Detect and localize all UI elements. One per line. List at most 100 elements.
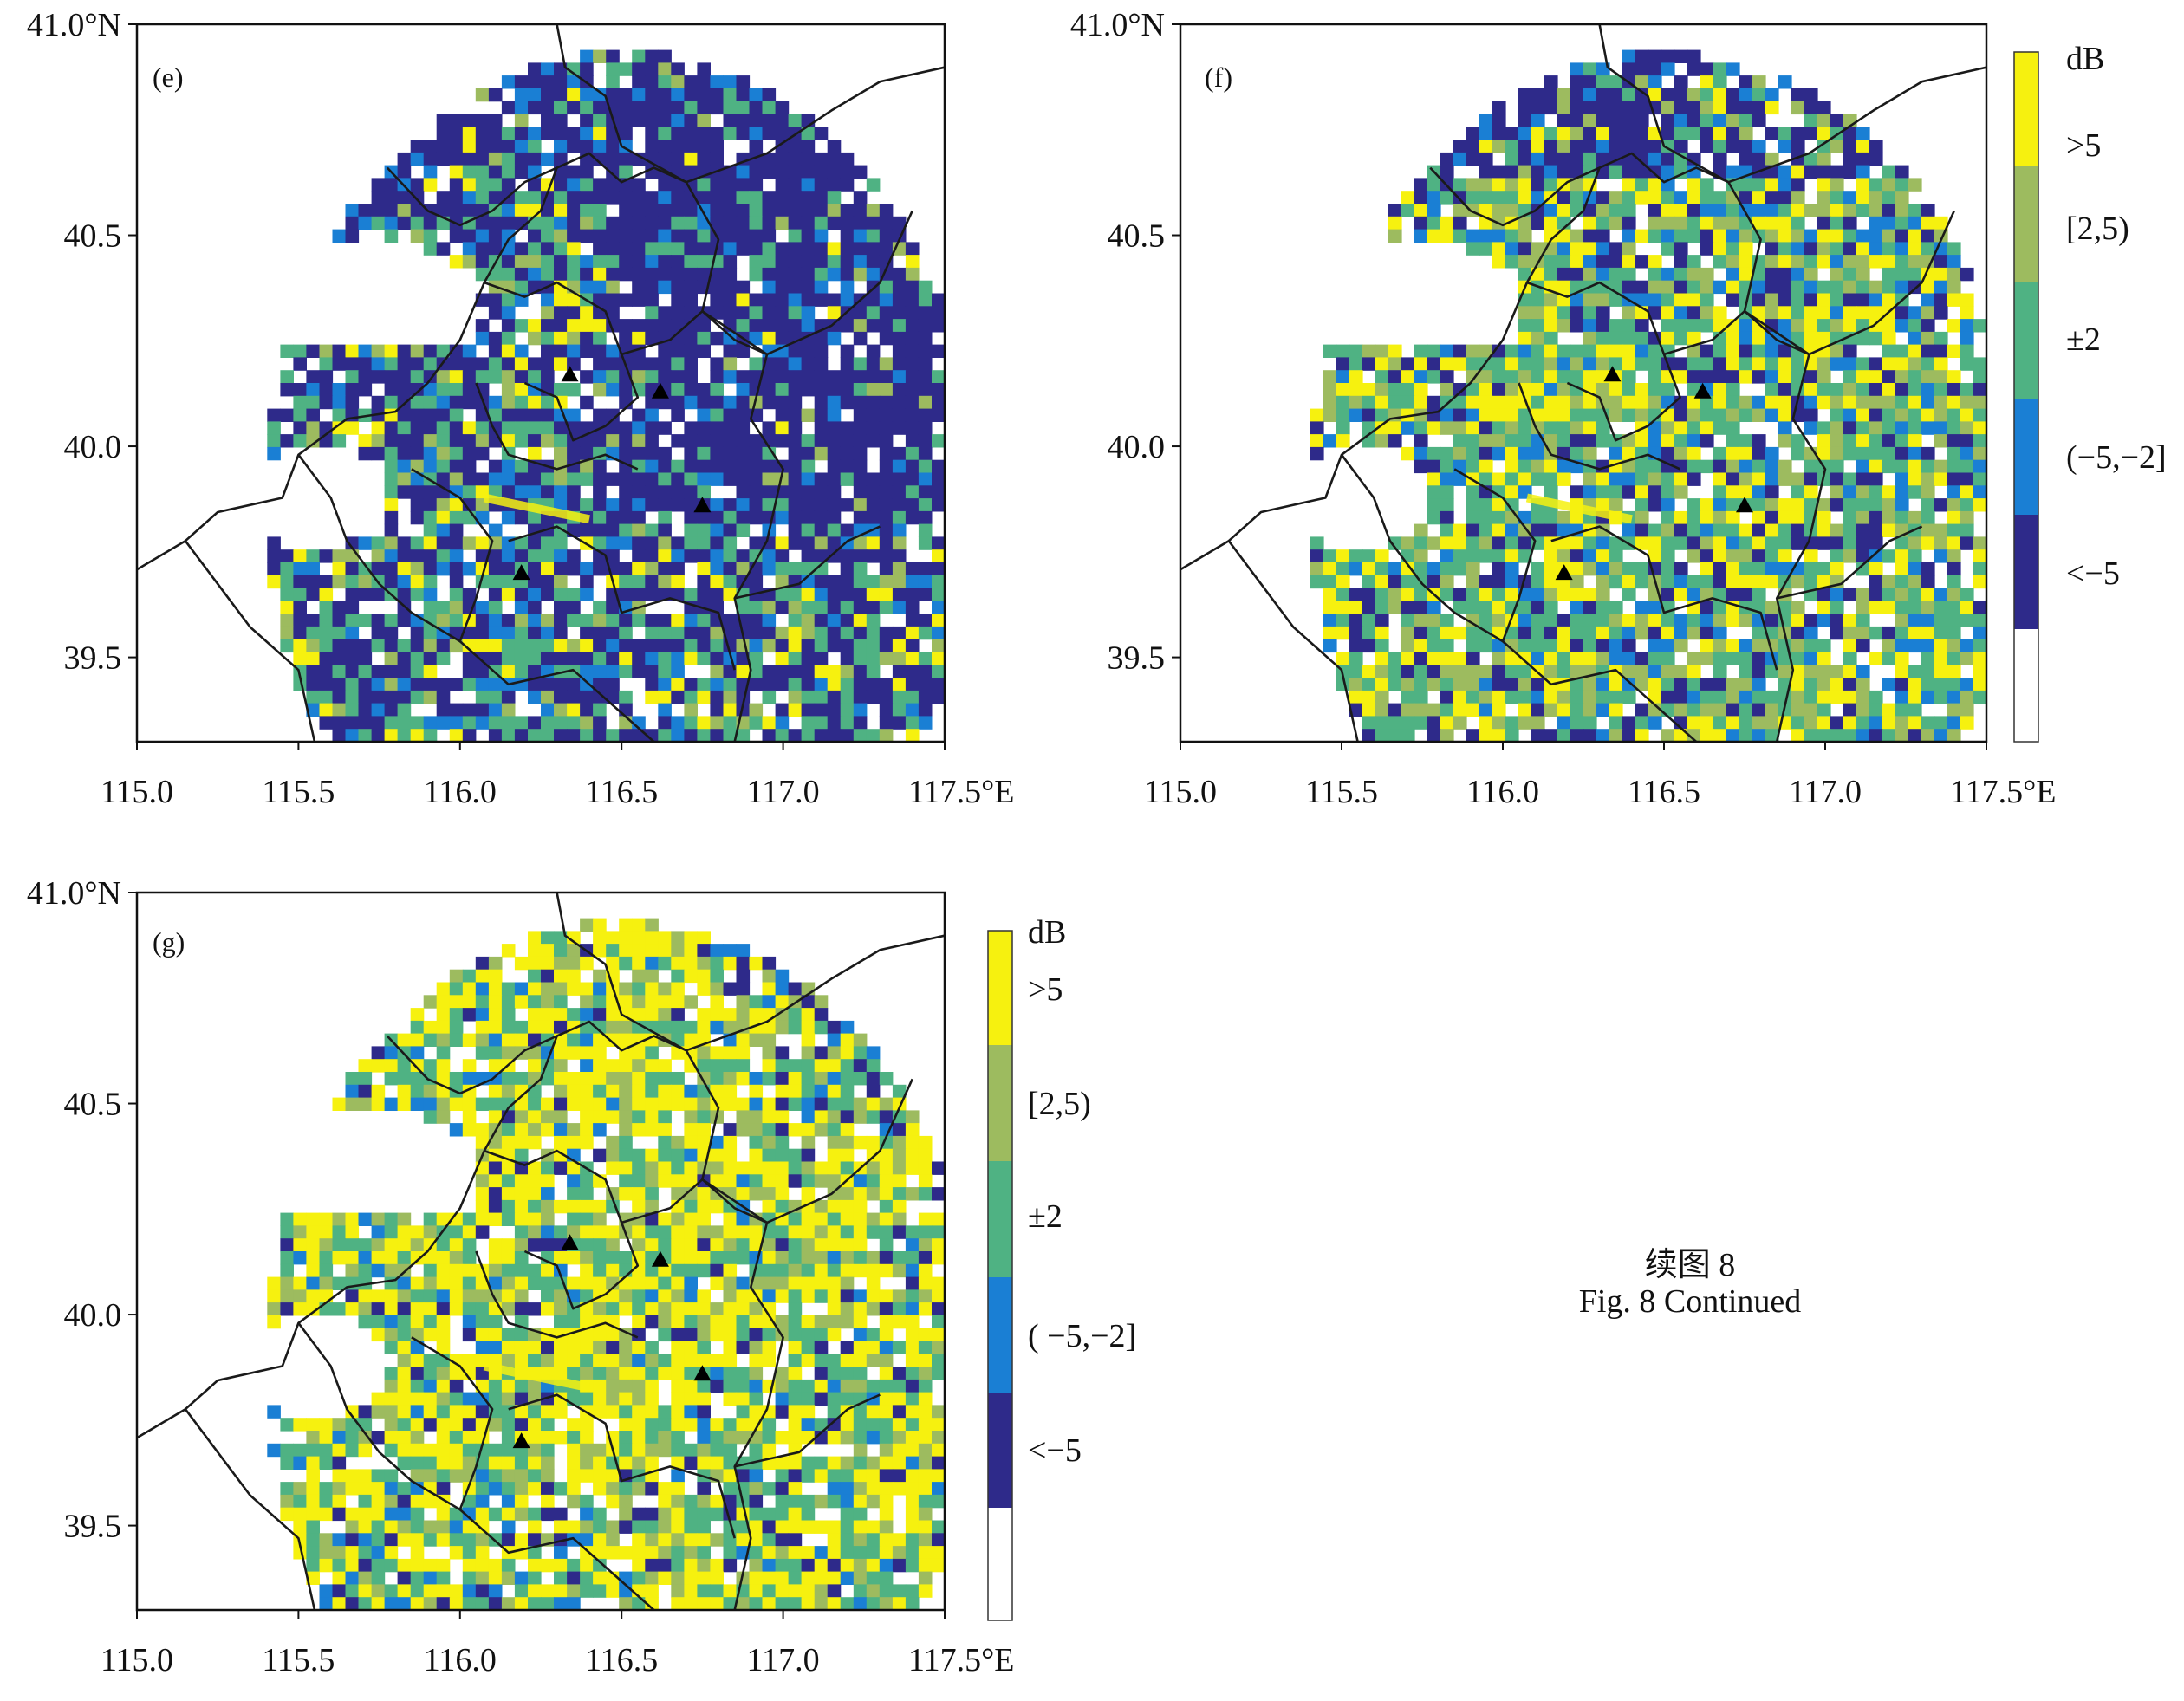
echo-cell	[749, 956, 764, 971]
echo-cell	[814, 1123, 829, 1137]
echo-cell	[1466, 665, 1480, 678]
echo-cell	[840, 280, 855, 295]
echo-cell	[1544, 434, 1558, 448]
echo-cell	[1843, 319, 1857, 333]
echo-cell	[684, 485, 698, 499]
echo-cell	[1336, 601, 1350, 614]
echo-cell	[671, 370, 685, 384]
echo-cell	[905, 357, 920, 371]
echo-cell	[1869, 319, 1883, 333]
echo-cell	[619, 626, 633, 640]
echo-cell	[1570, 344, 1584, 358]
echo-cell	[1674, 562, 1688, 576]
echo-cell	[410, 729, 425, 743]
echo-cell	[371, 1084, 386, 1099]
echo-cell	[1518, 306, 1532, 320]
echo-cell	[1895, 216, 1909, 230]
echo-cell	[371, 370, 386, 384]
echo-cell	[488, 395, 503, 410]
echo-cell	[1674, 459, 1688, 474]
echo-cell	[475, 982, 490, 996]
echo-cell	[1765, 331, 1779, 346]
echo-cell	[488, 229, 503, 243]
echo-cell	[1778, 165, 1792, 179]
echo-cell	[371, 614, 386, 627]
echo-cell	[1622, 62, 1636, 76]
echo-cell	[619, 88, 633, 102]
echo-cell	[932, 690, 946, 704]
echo-cell	[1479, 639, 1493, 653]
echo-cell	[501, 459, 516, 474]
echo-cell	[1648, 62, 1662, 76]
echo-cell	[723, 344, 738, 358]
echo-cell	[932, 485, 946, 499]
echo-cell	[514, 383, 529, 397]
echo-cell	[775, 1020, 790, 1035]
echo-cell	[1648, 204, 1662, 217]
echo-cell	[1401, 614, 1415, 627]
echo-cell	[710, 267, 724, 282]
echo-cell	[749, 255, 764, 269]
echo-cell	[814, 1251, 829, 1265]
echo-cell	[1544, 588, 1558, 601]
echo-cell	[749, 459, 764, 474]
echo-cell	[1362, 729, 1376, 743]
echo-cell	[892, 357, 907, 371]
echo-cell	[736, 242, 751, 256]
echo-cell	[814, 1020, 829, 1035]
echo-cell	[762, 601, 777, 614]
echo-cell	[514, 395, 529, 410]
echo-cell	[879, 639, 894, 653]
echo-cell	[528, 1238, 542, 1252]
echo-cell	[671, 62, 685, 76]
echo-cell	[1635, 536, 1649, 550]
echo-cell	[671, 614, 685, 627]
echo-cell	[475, 956, 490, 971]
echo-cell	[1427, 485, 1441, 499]
echo-cell	[658, 1174, 672, 1188]
echo-cell	[1856, 421, 1870, 435]
echo-cell	[892, 562, 907, 576]
echo-cell	[658, 1097, 672, 1111]
echo-cell	[736, 1059, 751, 1073]
echo-cell	[462, 716, 477, 730]
echo-cell	[905, 1187, 920, 1201]
echo-cell	[1908, 678, 1922, 691]
echo-cell	[1895, 395, 1909, 410]
echo-cell	[762, 101, 777, 115]
echo-cell	[528, 956, 542, 971]
echo-cell	[1427, 678, 1441, 691]
echo-cell	[514, 1033, 529, 1047]
echo-cell	[449, 1123, 464, 1137]
echo-cell	[1531, 357, 1545, 371]
echo-cell	[932, 498, 946, 512]
echo-cell	[905, 242, 920, 256]
echo-cell	[1934, 395, 1948, 410]
echo-cell	[814, 1110, 829, 1124]
echo-cell	[1843, 446, 1857, 461]
echo-cell	[879, 255, 894, 269]
echo-cell	[1661, 421, 1675, 435]
echo-cell	[567, 1033, 581, 1047]
echo-cell	[1843, 216, 1857, 230]
echo-cell	[293, 601, 307, 614]
echo-cell	[554, 127, 568, 140]
echo-cell	[501, 357, 516, 371]
echo-cell	[775, 434, 790, 448]
echo-cell	[436, 1033, 451, 1047]
echo-cell	[1375, 601, 1389, 614]
echo-cell	[345, 204, 360, 217]
echo-cell	[749, 510, 764, 525]
echo-cell	[1661, 191, 1675, 205]
echo-cell	[1843, 703, 1857, 717]
echo-cell	[879, 1161, 894, 1175]
echo-cell	[736, 729, 751, 743]
echo-cell	[619, 1135, 633, 1150]
echo-cell	[918, 510, 933, 525]
echo-cell	[1713, 562, 1727, 576]
echo-cell	[475, 165, 490, 179]
echo-cell	[1362, 434, 1376, 448]
echo-cell	[567, 383, 581, 397]
echo-cell	[1921, 729, 1935, 743]
echo-cell	[736, 446, 751, 461]
